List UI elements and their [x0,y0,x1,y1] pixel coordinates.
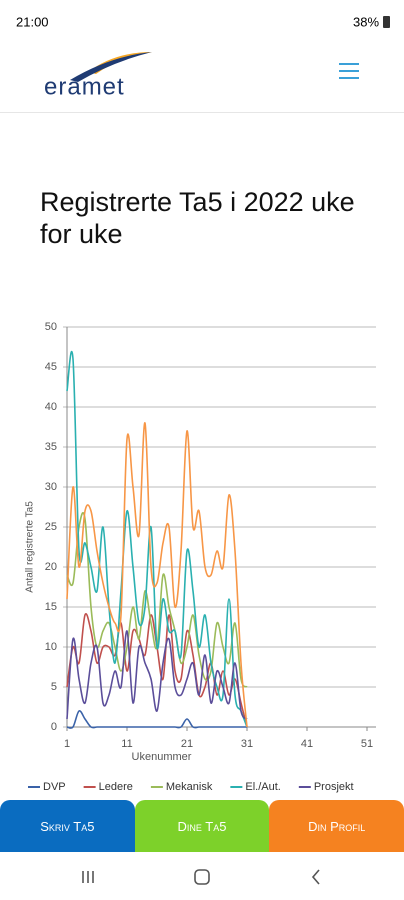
y-tick-label: 0 [51,721,57,733]
status-bar: 21:00 38% [16,14,390,29]
battery: 38% [353,14,379,29]
button[interactable]: Dine Ta5 [134,800,270,852]
y-tick-label: 25 [45,521,57,533]
line [66,422,248,728]
y-tick-label: 35 [45,441,57,453]
x-tick-label: 31 [241,738,253,750]
button[interactable]: Skriv Ta5 [0,800,135,852]
line [66,350,248,728]
header: eramet [0,52,404,113]
legend-label: Mekanisk [166,781,213,793]
page-title: Registrerte Ta5 i 2022 uke for uke [40,187,355,249]
legend-label: DVP [43,781,66,793]
button-bar: Skriv Ta5 Dine Ta5 Din Profil [0,800,404,852]
x-tick-label: 51 [361,738,373,750]
legend-label: El./Aut. [245,781,280,793]
y-axis-label: Antall registrerte Ta5 [25,501,36,593]
y-tick-label: 50 [45,321,57,333]
logo: eramet [44,73,125,100]
y-tick-label: 40 [45,401,57,413]
y-tick-label: 30 [45,481,57,493]
battery-icon [383,16,390,28]
y-tick-label: 20 [45,561,57,573]
line [66,630,248,720]
line [66,512,248,688]
x-tick-label: 1 [64,738,70,750]
y-tick-label: 5 [51,681,57,693]
logo-swoosh [70,52,152,82]
button[interactable]: Din Profil [269,800,404,852]
line [66,710,247,729]
y-tick-label: 10 [45,641,57,653]
x-tick-label: 11 [121,738,132,750]
home-button[interactable] [194,869,210,885]
y-tick-label: 45 [45,361,57,373]
time: 21:00 [16,14,49,29]
legend-label: Prosjekt [314,781,354,793]
recents-button[interactable] [82,871,94,883]
back-button[interactable] [311,869,320,885]
y-tick-label: 15 [45,601,57,613]
legend-label: Ledere [99,781,133,793]
x-tick-label: 21 [181,738,193,750]
nav-bar [0,852,404,900]
x-tick-label: 41 [301,738,313,750]
menu-button[interactable] [339,63,359,79]
x-axis-label: Ukenummer [132,751,192,763]
